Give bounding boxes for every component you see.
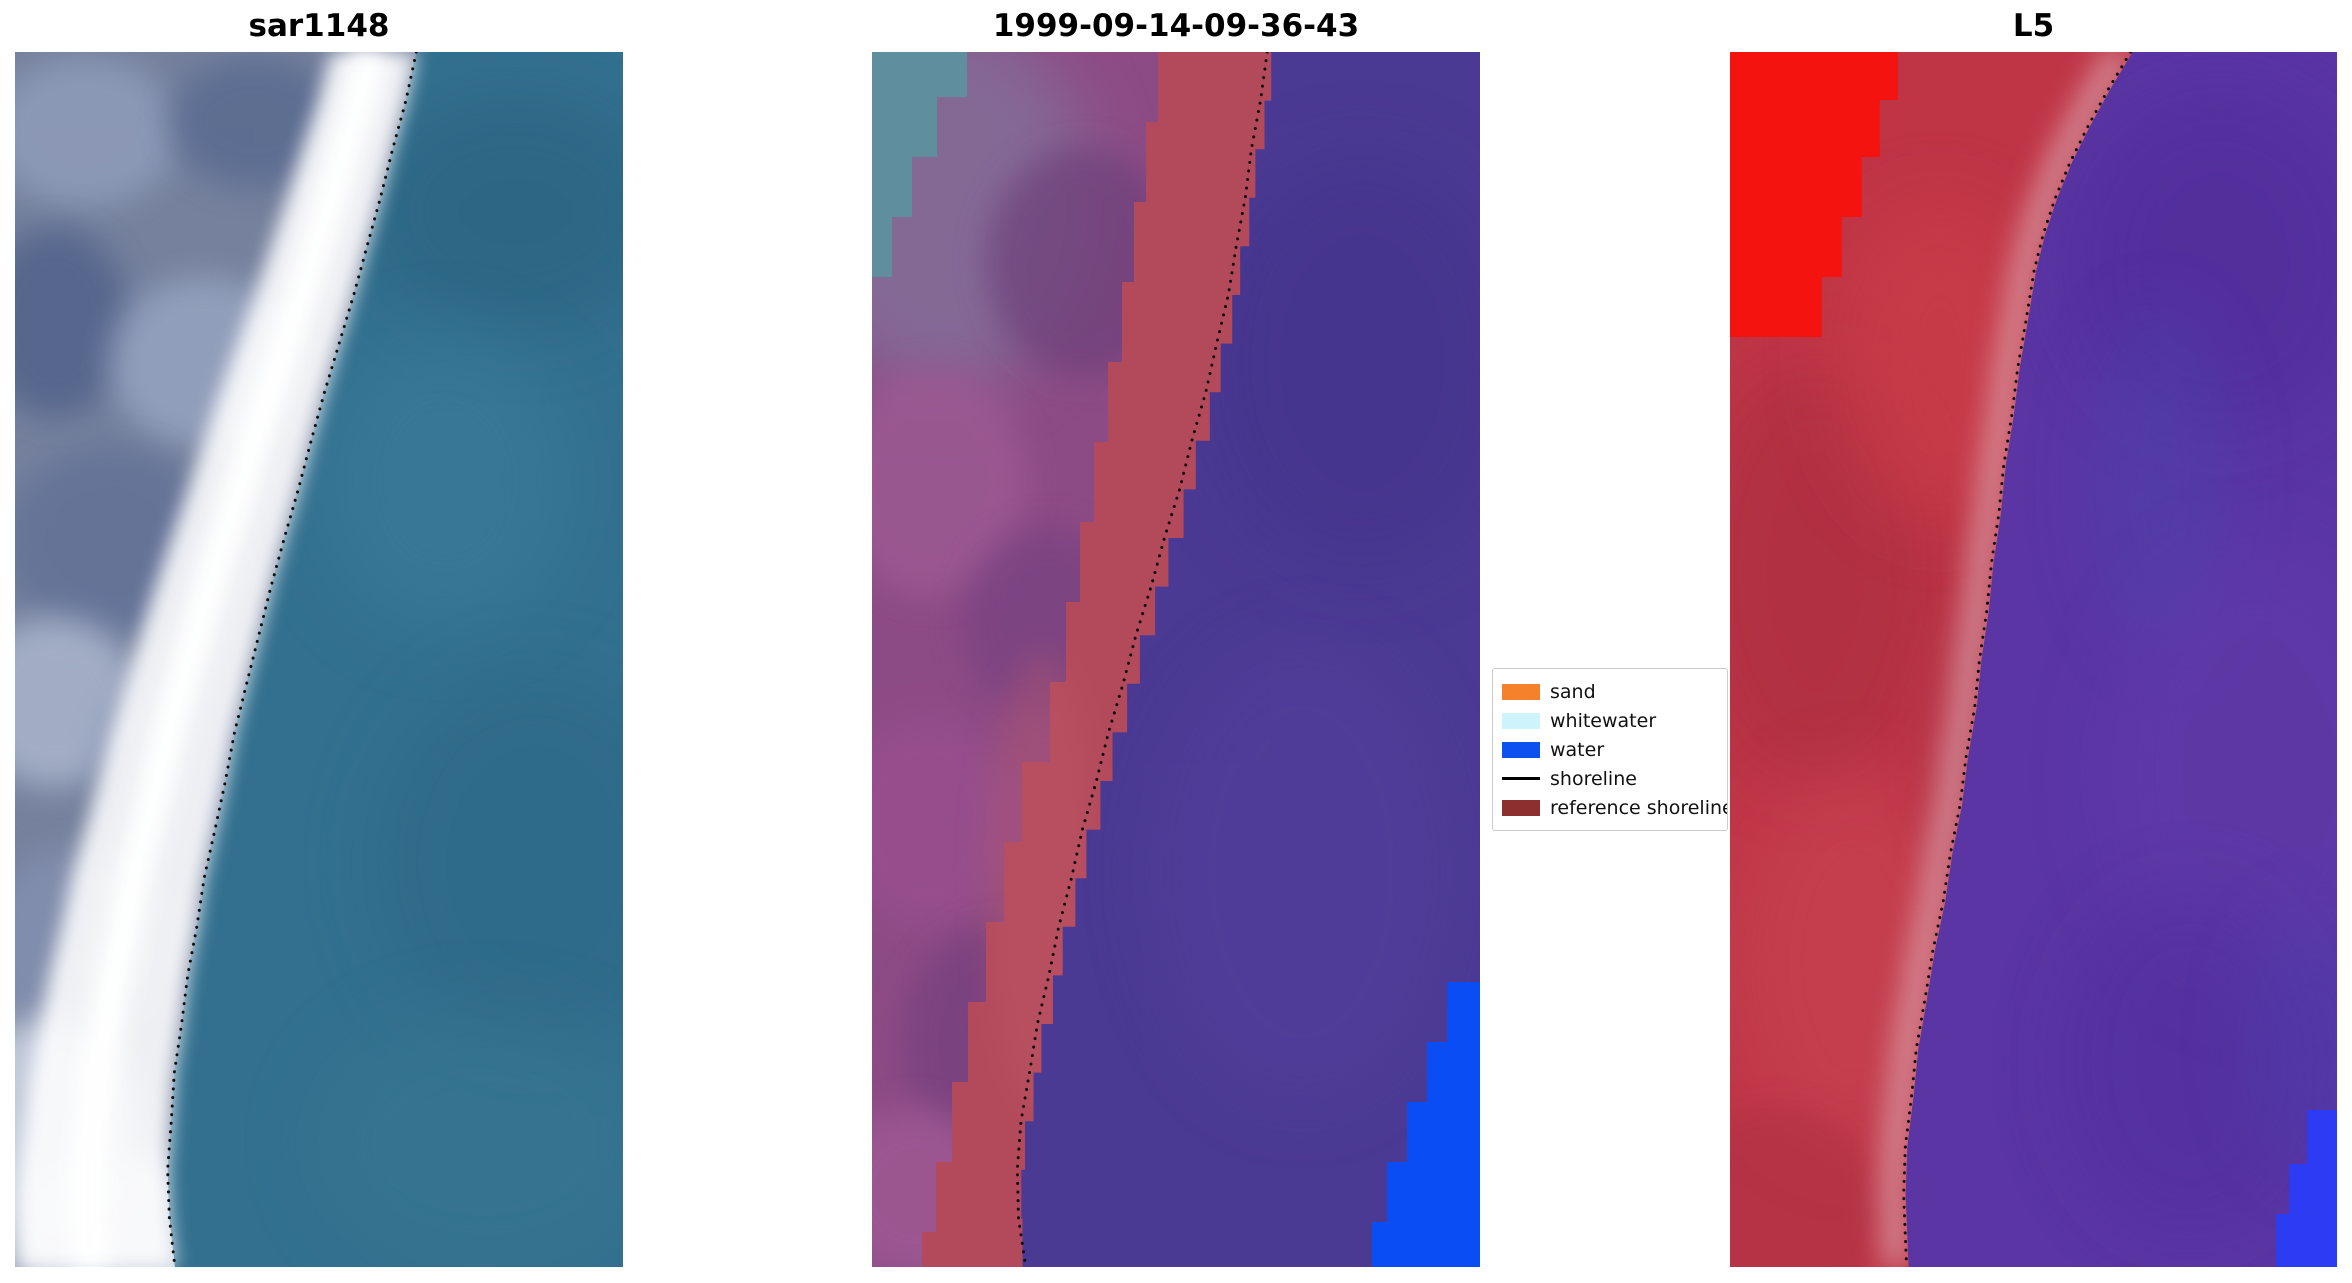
legend-label-shoreline: shoreline xyxy=(1550,767,1637,790)
water-texture xyxy=(1152,152,1480,1102)
bright-red-patch xyxy=(1730,52,1898,337)
legend-swatch-reference-shoreline xyxy=(1502,799,1540,816)
legend-swatch-sand xyxy=(1502,683,1540,700)
l5-image xyxy=(1730,52,2337,1267)
beach-fringe xyxy=(1880,52,2132,1267)
legend: sand whitewater water shoreline referenc… xyxy=(1492,668,1728,831)
legend-item-water: water xyxy=(1502,735,1727,764)
panel-title-sar: sar1148 xyxy=(248,8,390,44)
shoreline-dots xyxy=(1015,52,1269,1267)
legend-swatch-water xyxy=(1502,741,1540,758)
blue-water-patch xyxy=(2276,1110,2337,1267)
panel-sar1148 xyxy=(15,52,623,1267)
legend-label-sand: sand xyxy=(1550,680,1596,703)
legend-item-reference-shoreline: reference shoreline xyxy=(1502,793,1727,822)
sar-image xyxy=(15,52,623,1267)
water-texture xyxy=(315,92,623,1267)
legend-item-whitewater: whitewater xyxy=(1502,706,1727,735)
legend-label-water: water xyxy=(1550,738,1605,761)
panel-classified xyxy=(872,52,1480,1267)
shoreline-dots xyxy=(166,52,418,1267)
legend-line-shoreline xyxy=(1502,777,1540,780)
legend-swatch-whitewater xyxy=(1502,712,1540,729)
panel-l5 xyxy=(1730,52,2337,1267)
legend-item-shoreline: shoreline xyxy=(1502,764,1727,793)
shoreline-dots xyxy=(1902,52,2133,1267)
legend-item-sand: sand xyxy=(1502,677,1727,706)
panel-title-classified: 1999-09-14-09-36-43 xyxy=(992,8,1360,44)
panel-title-l5: L5 xyxy=(2012,8,2055,44)
legend-label-whitewater: whitewater xyxy=(1550,709,1657,732)
legend-label-reference-shoreline: reference shoreline xyxy=(1550,796,1728,819)
whitewater-core xyxy=(69,52,389,1267)
blue-water-patch xyxy=(1372,982,1480,1267)
water-texture xyxy=(2064,92,2337,1232)
classified-image xyxy=(872,52,1480,1267)
teal-patch xyxy=(872,52,967,277)
